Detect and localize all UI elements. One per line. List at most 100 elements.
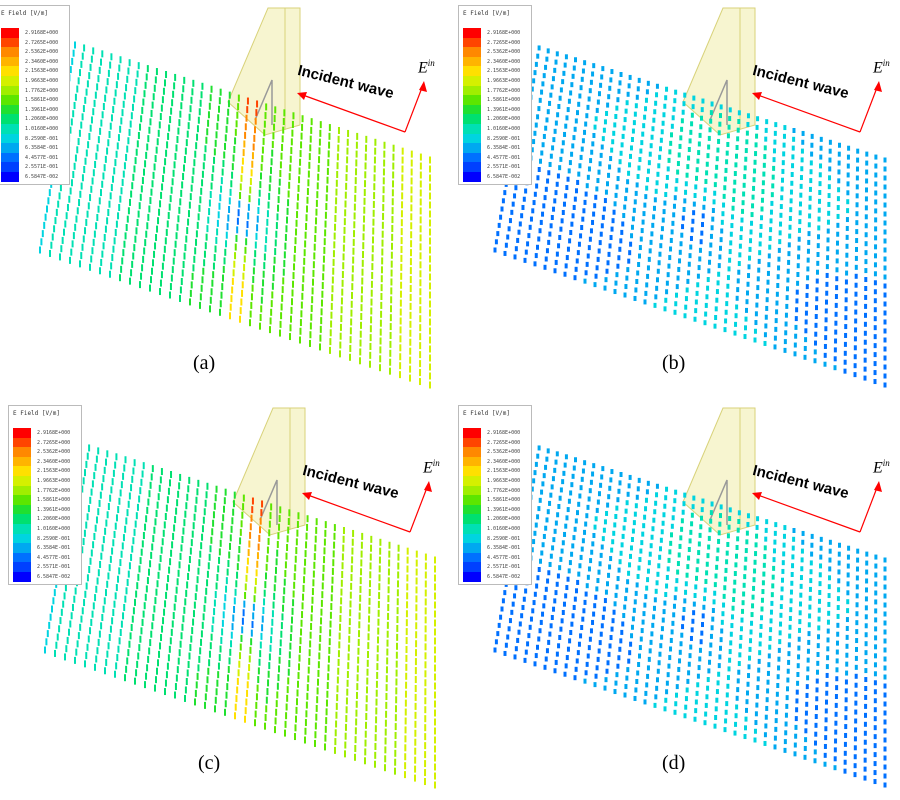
legend-value: 2.5571E-001 — [487, 164, 521, 171]
legend-row: 6.3584E-001 — [463, 543, 531, 554]
slab-inner — [709, 79, 728, 125]
e-incident-label: Ein — [423, 458, 440, 477]
legend-row: 2.5571E-001 — [1, 162, 69, 173]
legend-swatch — [13, 543, 31, 554]
slab-inner — [709, 479, 728, 525]
legend-row: 2.1563E+000 — [13, 466, 81, 477]
legend-value: 6.5847E-002 — [487, 574, 521, 580]
e-symbol: E — [873, 459, 883, 477]
legend-value: 1.3961E+000 — [487, 106, 521, 113]
panel-b: Incident wave Ein E Field [V/m] 2.9168E+000… — [455, 0, 900, 400]
legend-swatch — [1, 47, 19, 58]
incident-direction-arrows — [297, 81, 427, 133]
efield-arrow — [404, 84, 424, 133]
legend-row: 1.7762E+000 — [1, 85, 69, 96]
legend-row: 1.0160E+000 — [1, 124, 69, 134]
field-arrows — [493, 42, 887, 388]
legend-swatch — [13, 495, 31, 506]
legend-value: 2.5362E+000 — [487, 49, 521, 56]
legend-value: 1.7762E+000 — [487, 487, 521, 494]
arrow-head — [424, 481, 432, 492]
legend-value: 4.4577E-001 — [487, 554, 521, 561]
legend-swatch — [463, 95, 481, 106]
legend-swatch — [463, 524, 481, 534]
legend-row: 6.5847E-002 — [13, 572, 81, 582]
legend-row: 1.5861E+000 — [463, 495, 531, 506]
e-incident-label: Ein — [873, 458, 890, 477]
slab-inner — [259, 479, 278, 525]
legend-row: 2.5571E-001 — [463, 562, 531, 573]
legend-value: 2.3460E+000 — [487, 58, 521, 65]
slab-face — [682, 7, 756, 136]
legend-row: 4.4577E-001 — [1, 152, 69, 163]
legend-row: 1.3961E+000 — [1, 104, 69, 115]
legend-value: 1.0160E+000 — [37, 526, 71, 532]
legend-row: 2.9168E+000 — [1, 28, 69, 38]
legend-row: 1.7762E+000 — [463, 85, 531, 96]
panel-c: Incident wave Ein E Field [V/m] 2.9168E+000… — [5, 400, 455, 800]
field-plot — [493, 407, 887, 788]
slab-face — [232, 407, 306, 536]
legend-row: 2.3460E+000 — [463, 56, 531, 67]
legend-value: 8.2590E-001 — [487, 535, 521, 542]
slab-face — [682, 407, 756, 536]
legend-swatch — [463, 552, 481, 563]
legend-swatch — [1, 95, 19, 106]
legend-swatch — [1, 37, 19, 48]
legend-value: 2.3460E+000 — [487, 458, 521, 465]
arrow-head — [297, 92, 307, 100]
legend-value: 2.5571E-001 — [37, 564, 71, 571]
dielectric-slab — [227, 7, 301, 136]
legend-row: 1.3961E+000 — [463, 504, 531, 515]
legend-swatch — [13, 447, 31, 458]
legend-swatch — [13, 456, 31, 467]
legend-row: 6.5847E-002 — [463, 572, 531, 582]
legend-value: 2.1563E+000 — [37, 468, 71, 475]
legend-value: 6.5847E-002 — [25, 174, 59, 180]
legend-row: 1.2060E+000 — [463, 514, 531, 525]
legend-swatch — [463, 533, 481, 544]
legend-value: 1.7762E+000 — [37, 487, 71, 494]
e-symbol: E — [423, 459, 433, 477]
incident-direction-arrows — [302, 481, 432, 533]
propagation-arrow — [754, 493, 861, 533]
arrow-head — [752, 492, 762, 500]
legend-swatch — [13, 552, 31, 563]
legend-value: 1.7762E+000 — [25, 87, 59, 94]
legend-swatch — [1, 28, 19, 38]
e-symbol: E — [873, 59, 883, 77]
panel-caption: (d) — [662, 752, 686, 774]
legend-value: 1.9663E+000 — [487, 78, 521, 84]
legend-swatch — [1, 56, 19, 67]
legend-swatch — [1, 104, 19, 115]
panel-caption: (a) — [193, 352, 216, 374]
legend-swatch — [463, 504, 481, 515]
color-legend: E Field [V/m] 2.9168E+000 2.7265E+000 2.536… — [458, 5, 532, 185]
legend-row: 2.1563E+000 — [463, 466, 531, 477]
efield-arrow — [859, 84, 879, 133]
panel-d: Incident wave Ein E Field [V/m] 2.9168E+000… — [455, 400, 900, 800]
legend-value: 1.2060E+000 — [487, 116, 521, 123]
legend-swatch — [13, 514, 31, 525]
legend-swatch — [463, 85, 481, 96]
legend-value: 1.0160E+000 — [487, 126, 521, 132]
legend-value: 1.9663E+000 — [25, 78, 59, 84]
legend-row: 4.4577E-001 — [463, 152, 531, 163]
e-superscript: in — [427, 58, 435, 68]
legend-value: 1.0160E+000 — [25, 126, 59, 132]
legend-row: 1.7762E+000 — [13, 485, 81, 496]
field-arrows — [493, 442, 887, 788]
legend-swatch — [1, 114, 19, 125]
legend-value: 6.3584E-001 — [487, 145, 521, 152]
legend-value: 6.3584E-001 — [25, 145, 59, 152]
dielectric-slab — [232, 407, 306, 536]
legend-row: 8.2590E-001 — [463, 533, 531, 544]
field-plot — [44, 407, 436, 789]
legend-swatch — [1, 133, 19, 144]
legend-swatch — [463, 124, 481, 134]
legend-swatch — [463, 37, 481, 48]
legend-row: 1.0160E+000 — [13, 524, 81, 534]
arrow-head — [419, 81, 427, 92]
legend-value: 2.9168E+000 — [25, 30, 59, 36]
legend-row: 2.5571E-001 — [13, 562, 81, 573]
